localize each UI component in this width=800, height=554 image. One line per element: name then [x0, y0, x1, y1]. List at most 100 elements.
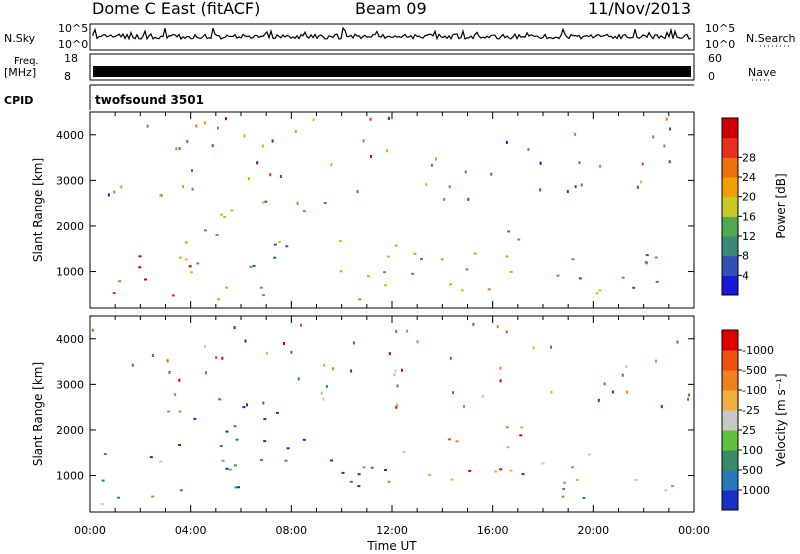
range-cell: [506, 446, 510, 449]
power-colorbar-ticks: 4 8 12 16 20 24 28: [738, 151, 756, 282]
range-cell: [179, 256, 183, 259]
range-cell: [261, 294, 265, 297]
x-tick-label: 08:00: [275, 524, 307, 537]
range-cell: [660, 405, 663, 409]
range-cell: [603, 382, 606, 386]
colorbar-swatch: [722, 390, 738, 411]
range-cell: [652, 135, 655, 139]
range-cell: [233, 464, 237, 467]
range-cell: [178, 147, 181, 150]
range-cell: [587, 453, 591, 456]
nsearch-label: N.Search: [746, 32, 796, 45]
freq-tick-low: 8: [64, 70, 71, 83]
range-cell: [103, 453, 107, 456]
range-cell: [575, 478, 579, 481]
nave-tick-low: 0: [708, 70, 715, 83]
colorbar-swatch: [722, 275, 738, 296]
range-cell: [645, 262, 649, 265]
colorbar-tick-label: 8: [742, 250, 749, 263]
range-cell: [330, 459, 333, 462]
range-cell: [632, 286, 636, 289]
nsky-tick-low: 10^0: [58, 38, 88, 51]
range-cell: [550, 345, 552, 349]
nsky-line: [92, 26, 692, 41]
colorbar-swatch: [722, 196, 738, 217]
range-cell: [401, 368, 403, 372]
range-cell: [223, 216, 227, 218]
range-cell: [362, 139, 365, 143]
colorbar-swatch: [722, 370, 738, 391]
range-cell: [640, 180, 643, 184]
range-cell: [449, 356, 452, 360]
range-cell: [182, 185, 184, 189]
range-cell: [261, 144, 264, 148]
range-cell: [580, 183, 583, 187]
range-cell: [118, 280, 122, 283]
power-scatter: [107, 116, 671, 301]
range-cell: [388, 352, 391, 356]
range-cell: [193, 417, 197, 420]
range-cell: [505, 140, 508, 144]
range-cell: [256, 161, 259, 165]
power-colorbar-label: Power [dB]: [774, 173, 788, 238]
range-cell: [669, 127, 671, 131]
range-cell: [425, 183, 428, 187]
range-cell: [290, 350, 293, 354]
range-cell: [178, 410, 182, 413]
x-tick-label: 00:00: [74, 524, 106, 537]
range-cell: [237, 486, 240, 489]
range-cell: [273, 256, 277, 259]
colorbar-swatch: [722, 236, 738, 257]
freq-label: Freq.: [14, 56, 39, 67]
range-cell: [611, 390, 614, 394]
range-cell: [621, 373, 624, 377]
range-cell: [416, 340, 419, 344]
range-cell: [668, 160, 671, 164]
range-cell: [443, 197, 446, 201]
range-cell: [263, 440, 267, 443]
range-cell: [277, 241, 281, 244]
range-cell: [204, 121, 206, 125]
range-cell: [499, 379, 502, 383]
x-tick-label: 20:00: [577, 524, 609, 537]
range-cell: [246, 403, 248, 407]
power-yaxis: 1000 2000 3000 4000: [56, 129, 694, 279]
range-cell: [151, 495, 155, 498]
range-cell: [179, 489, 183, 492]
range-cell: [383, 271, 387, 274]
y-tick-label: 4000: [56, 333, 84, 346]
cpid-panel: twofsound 3501: [89, 84, 694, 110]
range-cell: [284, 459, 288, 462]
range-cell: [394, 369, 397, 373]
range-cell: [460, 289, 464, 292]
range-cell: [221, 356, 224, 360]
colorbar-tick-label: 16: [742, 210, 756, 223]
range-cell: [687, 397, 690, 401]
colorbar-tick-label: 28: [742, 151, 756, 164]
range-cell: [394, 244, 398, 247]
range-cell: [269, 173, 272, 177]
range-cell: [350, 369, 353, 373]
x-tick-label: 16:00: [477, 524, 509, 537]
range-cell: [215, 356, 218, 359]
range-cell: [204, 229, 207, 232]
range-cell: [271, 139, 274, 143]
range-cell: [517, 238, 521, 241]
range-cell: [387, 480, 391, 483]
range-cell: [664, 489, 668, 492]
range-cell: [387, 116, 390, 120]
range-cell: [112, 292, 116, 295]
range-cell: [259, 459, 263, 461]
range-cell: [599, 164, 602, 168]
velocity-colorbar: 1000 500 100 25 -25 -100 -500 -1000 Velocity [m…: [721, 329, 788, 511]
colorbar-swatch: [722, 350, 738, 371]
range-cell: [195, 124, 198, 128]
colorbar-tick-label: -25: [742, 404, 760, 417]
velocity-colorbar-ticks: 1000 500 100 25 -25 -100 -500 -1000: [738, 344, 774, 497]
velocity-panel: 1000 2000 3000 4000 00:00 04:00 08:00 12:00 16:…: [31, 315, 710, 553]
range-cell: [341, 471, 345, 474]
nave-label: Nave: [748, 66, 777, 79]
x-tick-label: 00:00: [678, 524, 710, 537]
range-cell: [101, 479, 105, 482]
range-cell: [450, 478, 454, 481]
